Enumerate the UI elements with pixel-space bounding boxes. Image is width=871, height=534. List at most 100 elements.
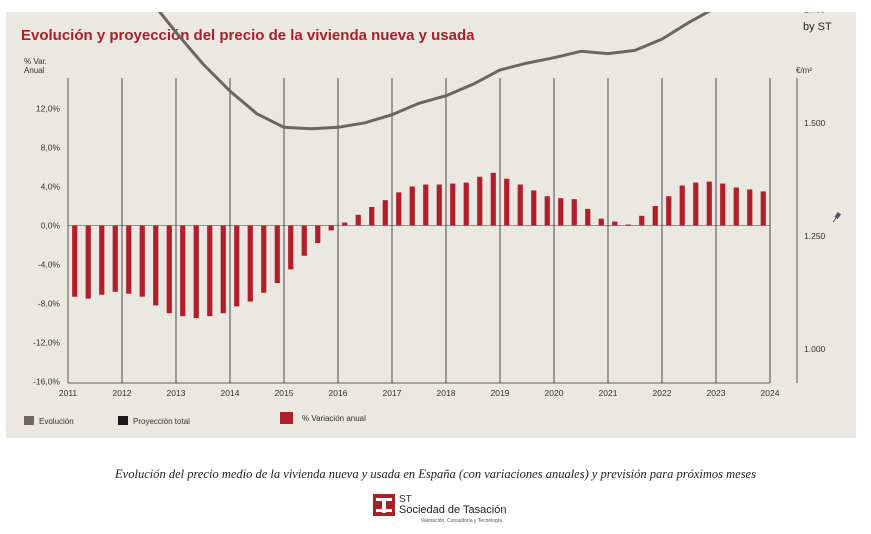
caption: Evolución del precio medio de la viviend… (115, 467, 756, 481)
variation-bar (193, 225, 199, 319)
variation-bar (652, 206, 658, 226)
x-tick-label: 2012 (113, 388, 132, 398)
variation-bar (342, 222, 348, 226)
left-axis-label-line2: Anual (24, 66, 45, 75)
gridlines (67, 78, 798, 384)
variation-bar (693, 182, 699, 226)
x-tick-label: 2020 (545, 388, 564, 398)
variation-bar (369, 206, 375, 226)
variation-bar (328, 225, 334, 231)
logo-st: ST (399, 494, 412, 505)
left-tick-label: 0,0% (41, 221, 61, 231)
brand-label: by ST (803, 21, 832, 33)
evolution-line (157, 12, 711, 131)
left-tick-label: -12,0% (33, 338, 60, 348)
left-tick-label: -4,0% (38, 260, 61, 270)
variation-bar (355, 214, 361, 226)
variation-bar (477, 176, 483, 226)
x-tick-label: 2018 (437, 388, 456, 398)
variation-bar (598, 218, 604, 226)
variation-bar (436, 184, 442, 226)
variation-bar (139, 225, 145, 297)
x-tick-label: 2017 (383, 388, 402, 398)
chart-panel: Evolución y proyección del precio de la … (6, 12, 856, 438)
variation-bar (733, 187, 739, 226)
legend: Evolución Proyección total % Variación a… (24, 412, 366, 426)
chart-svg: Evolución y proyección del precio de la … (21, 12, 842, 426)
variation-bar (234, 225, 240, 307)
left-axis-label-line1: % Var. (24, 57, 47, 66)
variation-bar (72, 225, 78, 297)
variation-bar (396, 192, 402, 226)
right-tick-label: 1.500 (804, 118, 826, 128)
line-series (157, 12, 711, 131)
legend-label-evolucion: Evolución (39, 417, 74, 426)
legend-swatch-variacion (280, 412, 293, 424)
variation-bar (463, 182, 469, 226)
right-tick-label: 1.000 (804, 344, 826, 354)
variation-bar (585, 208, 591, 226)
variation-bar (666, 196, 672, 226)
variation-bar (247, 225, 253, 302)
variation-bar (571, 199, 577, 226)
variation-bar (180, 225, 186, 317)
x-tick-label: 2013 (167, 388, 186, 398)
variation-bar (490, 172, 496, 226)
x-tick-label: 2023 (707, 388, 726, 398)
variation-bar (625, 224, 631, 226)
variation-bar (639, 215, 645, 226)
variation-bar (382, 200, 388, 226)
variation-bar (450, 183, 456, 226)
variation-bar (409, 186, 415, 226)
variation-bar (760, 191, 766, 226)
logo-tagline: Valoración, Consultoría y Tecnología (421, 518, 502, 524)
variation-bar (706, 181, 712, 226)
x-tick-label: 2019 (491, 388, 510, 398)
logo-company-name: Sociedad de Tasación (399, 504, 507, 516)
variation-bar (274, 225, 280, 284)
variation-bar (99, 225, 105, 295)
bar-series (72, 172, 766, 319)
x-tick-label: 2014 (221, 388, 240, 398)
legend-label-variacion: % Variación anual (302, 414, 366, 423)
st-logo-icon (373, 494, 395, 516)
variation-bar (517, 184, 523, 226)
x-tick-label: 2011 (59, 388, 78, 398)
variation-bar (153, 225, 159, 306)
left-tick-label: 12,0% (36, 104, 61, 114)
variation-bar (423, 184, 429, 226)
left-tick-label: 4,0% (41, 182, 61, 192)
legend-label-proyeccion: Proyección total (133, 417, 190, 426)
left-tick-label: 8,0% (41, 143, 61, 153)
x-tick-label: 2022 (653, 388, 672, 398)
variation-bar (85, 225, 91, 299)
variation-bar (220, 225, 226, 314)
right-axis-label: €/m² (796, 66, 812, 75)
right-tick-label: 1.750 (804, 12, 826, 15)
variation-bar (166, 225, 172, 314)
footer-logo: ST Sociedad de Tasación Valoración, Cons… (373, 492, 523, 526)
pin-icon (832, 211, 842, 223)
variation-bar (747, 189, 753, 226)
legend-swatch-proyeccion (118, 416, 128, 425)
legend-swatch-evolucion (24, 416, 34, 425)
variation-bar (612, 221, 618, 226)
variation-bar (301, 225, 307, 256)
variation-bar (288, 225, 294, 270)
variation-bar (207, 225, 213, 317)
variation-bar (126, 225, 132, 294)
x-tick-label: 2015 (275, 388, 294, 398)
variation-bar (261, 225, 267, 293)
x-tick-label: 2021 (599, 388, 618, 398)
variation-bar (315, 225, 321, 244)
right-tick-label: 1.250 (804, 231, 826, 241)
x-axis: 2011 2012 2013 2014 2015 2016 2017 2018 2019 2020… (59, 388, 780, 398)
left-tick-label: -8,0% (38, 299, 61, 309)
variation-bar (558, 198, 564, 226)
variation-bar (112, 225, 118, 292)
x-tick-label: 2024 (761, 388, 780, 398)
variation-bar (720, 183, 726, 226)
left-axis: 12,0% 8,0% 4,0% 0,0% -4,0% -8,0% -12,0% -16,0% (33, 104, 60, 387)
variation-bar (504, 178, 510, 226)
